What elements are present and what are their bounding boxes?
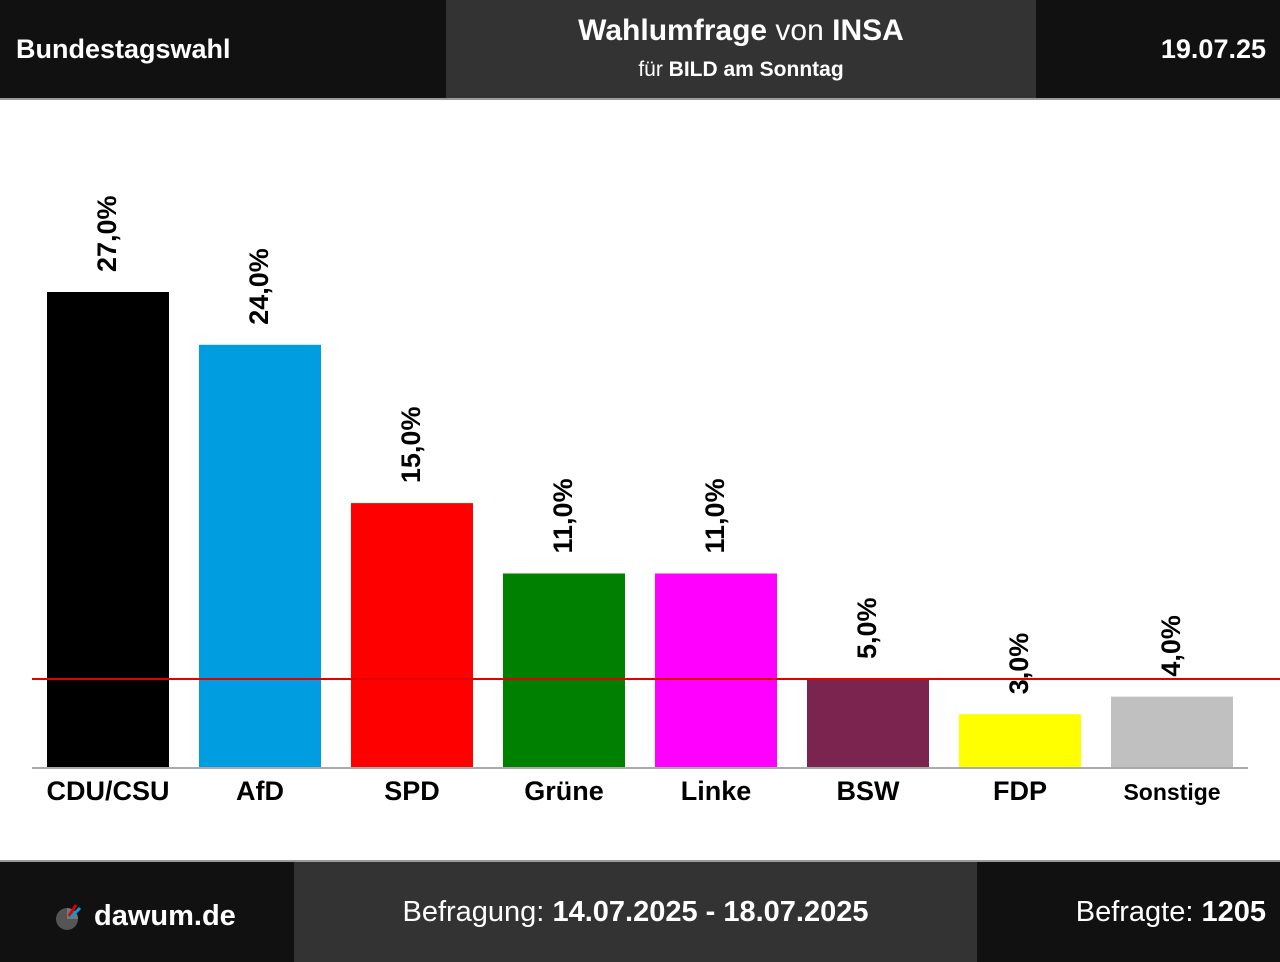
bar-spd [351, 503, 473, 767]
category-label: AfD [236, 776, 284, 806]
bar-gr-ne [503, 573, 625, 767]
survey-period-label: Befragung: [402, 896, 553, 928]
category-label: Grüne [524, 776, 604, 806]
value-label: 3,0% [1004, 633, 1034, 695]
poll-date: 19.07.25 [1160, 34, 1266, 64]
respondents: Befragte: 1205 [1076, 896, 1266, 929]
survey-period-panel: Befragung: 14.07.2025 - 18.07.2025 [294, 862, 977, 962]
site-name: dawum.de [94, 900, 236, 932]
poll-institute: INSA [832, 14, 904, 47]
bar-sonstige [1111, 696, 1233, 767]
poll-subtitle: für BILD am Sonntag [446, 58, 1036, 82]
poll-title-label: Wahlumfrage [578, 14, 768, 47]
poll-client: BILD am Sonntag [668, 58, 844, 81]
category-label: CDU/CSU [46, 776, 169, 806]
bar-cdu-csu [47, 292, 169, 767]
category-label: Sonstige [1123, 779, 1220, 805]
election-type: Bundestagswahl [16, 34, 231, 64]
bar-bsw [807, 679, 929, 767]
value-label: 27,0% [92, 195, 122, 272]
respondents-value: 1205 [1201, 896, 1266, 928]
bar-afd [199, 344, 321, 767]
category-label: BSW [837, 776, 901, 806]
poll-bar-chart: 27,0% CDU/CSU 24,0% AfD 15,0% SPD 11,0% Grüne 11… [32, 195, 1280, 806]
value-label: 11,0% [548, 478, 578, 553]
category-label: SPD [384, 776, 440, 806]
dawum-pie-logo-icon [56, 903, 82, 930]
site-brand[interactable]: dawum.de [54, 900, 236, 933]
value-label: 5,0% [852, 597, 882, 659]
value-label: 11,0% [700, 478, 730, 553]
survey-period-value: 14.07.2025 - 18.07.2025 [552, 896, 869, 928]
header-bar: Bundestagswahl Wahlumfrage von INSA für … [0, 0, 1280, 100]
header-title-panel: Wahlumfrage von INSA für BILD am Sonntag [446, 0, 1036, 98]
category-label: FDP [993, 776, 1047, 806]
value-label: 4,0% [1156, 615, 1186, 677]
poll-title-connector: von [767, 14, 833, 47]
poll-title: Wahlumfrage von INSA [446, 14, 1036, 48]
respondents-label: Befragte: [1075, 896, 1202, 928]
poll-subtitle-prefix: für [638, 58, 669, 81]
category-label: Linke [681, 776, 752, 806]
survey-period: Befragung: 14.07.2025 - 18.07.2025 [294, 896, 977, 929]
value-label: 24,0% [244, 248, 274, 325]
footer-bar: dawum.de Befragung: 14.07.2025 - 18.07.2… [0, 860, 1280, 962]
bar-fdp [959, 714, 1081, 767]
bar-linke [655, 573, 777, 767]
value-label: 15,0% [396, 407, 426, 484]
